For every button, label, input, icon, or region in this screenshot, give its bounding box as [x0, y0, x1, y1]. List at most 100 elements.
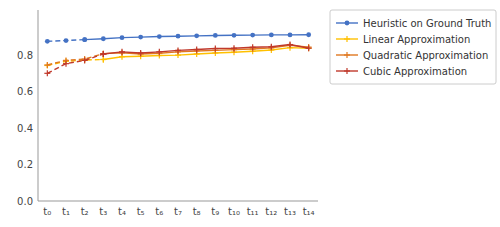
legend-marker [346, 36, 347, 42]
legend-label: Heuristic on Ground Truth [363, 18, 491, 29]
y-tick-label: 0.0 [17, 196, 33, 207]
marker-part [103, 56, 104, 62]
marker [269, 33, 274, 38]
legend-label: Linear Approximation [363, 34, 470, 45]
series [100, 42, 311, 57]
marker-part [103, 51, 104, 57]
marker [194, 33, 199, 38]
series [44, 51, 106, 68]
marker [306, 32, 311, 37]
legend-marker [346, 68, 347, 74]
marker [250, 33, 255, 38]
chart: 0.00.20.40.60.8t₀t₁t₂t₃t₄t₅t₆t₇t₈t₉t₁₀t₁… [0, 0, 500, 227]
y-tick-label: 0.8 [17, 50, 33, 61]
series [45, 37, 87, 43]
y-tick-label: 0.4 [17, 123, 33, 134]
marker-part [103, 56, 104, 62]
x-tick-label: t₁₀ [228, 206, 240, 217]
marker [64, 38, 69, 43]
marker-part [271, 44, 272, 50]
marker [175, 47, 181, 53]
marker [100, 51, 106, 57]
y-tick-label: 0.2 [17, 159, 33, 170]
marker-part [121, 49, 122, 55]
marker [100, 51, 106, 57]
marker [100, 56, 106, 62]
marker [157, 34, 162, 39]
marker [288, 33, 293, 38]
legend-marker [346, 52, 347, 58]
marker [45, 39, 50, 44]
marker [212, 46, 218, 52]
legend-label: Quadratic Approximation [363, 50, 488, 61]
marker [138, 35, 143, 40]
marker [306, 45, 312, 51]
legend-marker [345, 21, 350, 26]
series-line [47, 54, 103, 73]
legend: Heuristic on Ground Truth Linear Approxim… [330, 10, 496, 84]
y-tick-label: 0.6 [17, 86, 33, 97]
marker [82, 37, 87, 42]
marker [119, 49, 125, 55]
marker-part [308, 45, 309, 51]
legend-label: Cubic Approximation [363, 66, 467, 77]
series-line [103, 45, 308, 54]
series [100, 45, 311, 63]
marker-part [103, 51, 104, 57]
marker [232, 33, 237, 38]
x-axis-line [38, 201, 318, 202]
marker-part [47, 62, 48, 68]
marker-part [289, 42, 290, 48]
x-tick-label: t₁ [62, 206, 70, 217]
axes: 0.00.20.40.60.8t₀t₁t₂t₃t₄t₅t₆t₇t₈t₉t₁₀t₁… [17, 10, 318, 217]
marker [100, 51, 106, 57]
x-tick-label: t₃ [99, 206, 107, 217]
x-tick-label: t₆ [155, 206, 163, 217]
marker [306, 45, 312, 51]
x-tick-label: t₅ [137, 206, 145, 217]
series-line [103, 45, 308, 54]
marker-part [47, 62, 48, 68]
series-line [47, 54, 103, 65]
series [100, 42, 311, 57]
marker-part [47, 70, 48, 76]
marker [44, 70, 50, 76]
series [82, 32, 311, 42]
marker-part [159, 49, 160, 55]
marker [250, 44, 256, 50]
marker-part [65, 61, 66, 67]
marker [100, 56, 106, 62]
marker [44, 62, 50, 68]
x-tick-label: t₉ [211, 206, 219, 217]
marker-part [233, 45, 234, 51]
marker [138, 50, 144, 56]
x-tick-label: t₂ [81, 206, 89, 217]
legend-item: Linear Approximation [336, 34, 470, 45]
marker [120, 35, 125, 40]
x-tick-label: t₄ [118, 206, 126, 217]
marker [44, 62, 50, 68]
marker [82, 37, 87, 42]
marker-part [177, 47, 178, 53]
marker [101, 36, 106, 41]
legend-item: Quadratic Approximation [336, 50, 488, 61]
marker [63, 61, 69, 67]
x-tick-label: t₈ [193, 206, 201, 217]
marker-part [103, 51, 104, 57]
x-tick-label: t₁₁ [247, 206, 259, 217]
marker [213, 33, 218, 38]
series [44, 51, 106, 76]
x-tick-label: t₁₃ [284, 206, 296, 217]
x-tick-label: t₁₂ [265, 206, 277, 217]
series [44, 56, 106, 68]
marker-part [308, 45, 309, 51]
marker-part [140, 50, 141, 56]
marker-part [196, 46, 197, 52]
legend-box [330, 10, 496, 84]
marker [176, 34, 181, 39]
plot-area [44, 32, 311, 76]
marker [231, 45, 237, 51]
marker [100, 51, 106, 57]
marker [156, 49, 162, 55]
marker [287, 42, 293, 48]
